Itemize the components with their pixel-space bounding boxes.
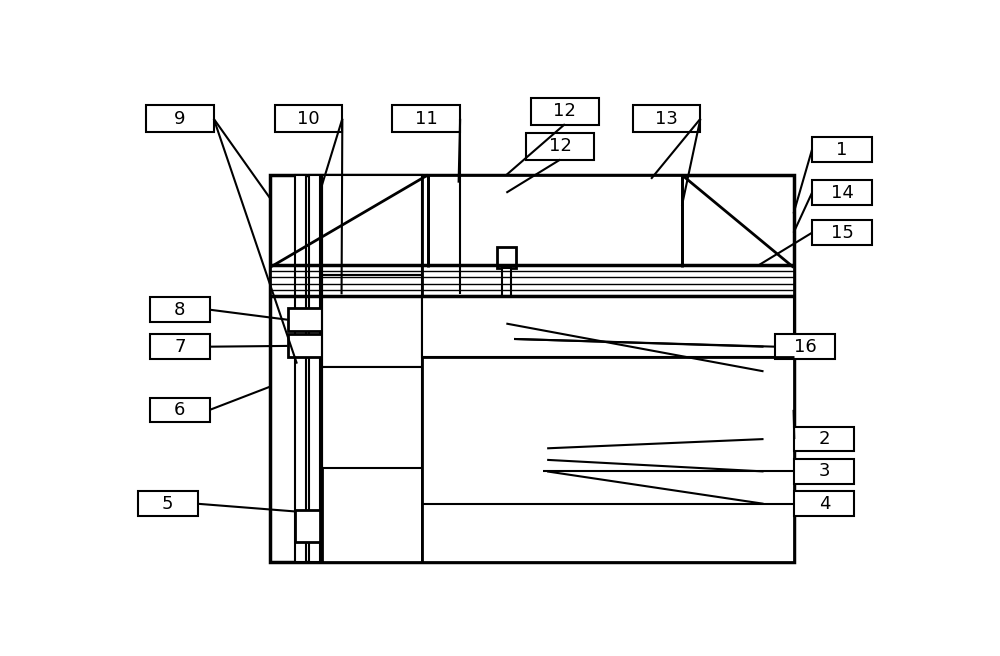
- Bar: [812, 180, 872, 205]
- Bar: [309, 175, 320, 562]
- Text: 12: 12: [549, 138, 572, 155]
- Text: 16: 16: [794, 338, 816, 356]
- Bar: [794, 427, 854, 451]
- Bar: [322, 175, 422, 275]
- Bar: [794, 459, 854, 483]
- Bar: [503, 352, 509, 428]
- Bar: [295, 510, 320, 543]
- Bar: [633, 105, 700, 133]
- Bar: [499, 333, 514, 352]
- Text: 9: 9: [174, 110, 186, 128]
- Bar: [428, 175, 682, 268]
- Text: 4: 4: [819, 495, 830, 513]
- Text: 5: 5: [162, 495, 173, 513]
- Text: 12: 12: [553, 102, 576, 120]
- Bar: [270, 265, 794, 296]
- Bar: [270, 175, 794, 562]
- Bar: [812, 220, 872, 245]
- Text: 6: 6: [174, 401, 186, 419]
- Text: 14: 14: [831, 184, 853, 201]
- Text: 3: 3: [819, 462, 830, 480]
- Bar: [531, 98, 599, 125]
- Bar: [138, 491, 198, 516]
- Bar: [497, 247, 516, 268]
- Text: 15: 15: [831, 224, 853, 241]
- Bar: [150, 335, 210, 359]
- Bar: [146, 105, 214, 133]
- Text: 11: 11: [415, 110, 438, 128]
- Ellipse shape: [485, 317, 528, 331]
- Bar: [322, 275, 422, 367]
- Bar: [392, 105, 460, 133]
- Bar: [275, 105, 342, 133]
- Text: 10: 10: [297, 110, 320, 128]
- Bar: [322, 175, 422, 562]
- Bar: [150, 398, 210, 422]
- Bar: [295, 175, 306, 562]
- Bar: [322, 367, 422, 468]
- Bar: [422, 296, 794, 358]
- Text: 8: 8: [174, 300, 186, 319]
- Bar: [526, 133, 594, 160]
- Bar: [794, 491, 854, 516]
- Bar: [466, 448, 547, 529]
- Bar: [288, 335, 322, 358]
- Bar: [459, 410, 555, 448]
- Bar: [150, 297, 210, 322]
- Bar: [812, 137, 872, 162]
- Text: 2: 2: [819, 430, 830, 448]
- Text: 13: 13: [655, 110, 678, 128]
- Bar: [288, 308, 322, 331]
- Bar: [502, 268, 511, 321]
- Bar: [422, 296, 794, 562]
- Bar: [775, 335, 835, 359]
- Text: 7: 7: [174, 338, 186, 356]
- Text: 1: 1: [836, 140, 848, 159]
